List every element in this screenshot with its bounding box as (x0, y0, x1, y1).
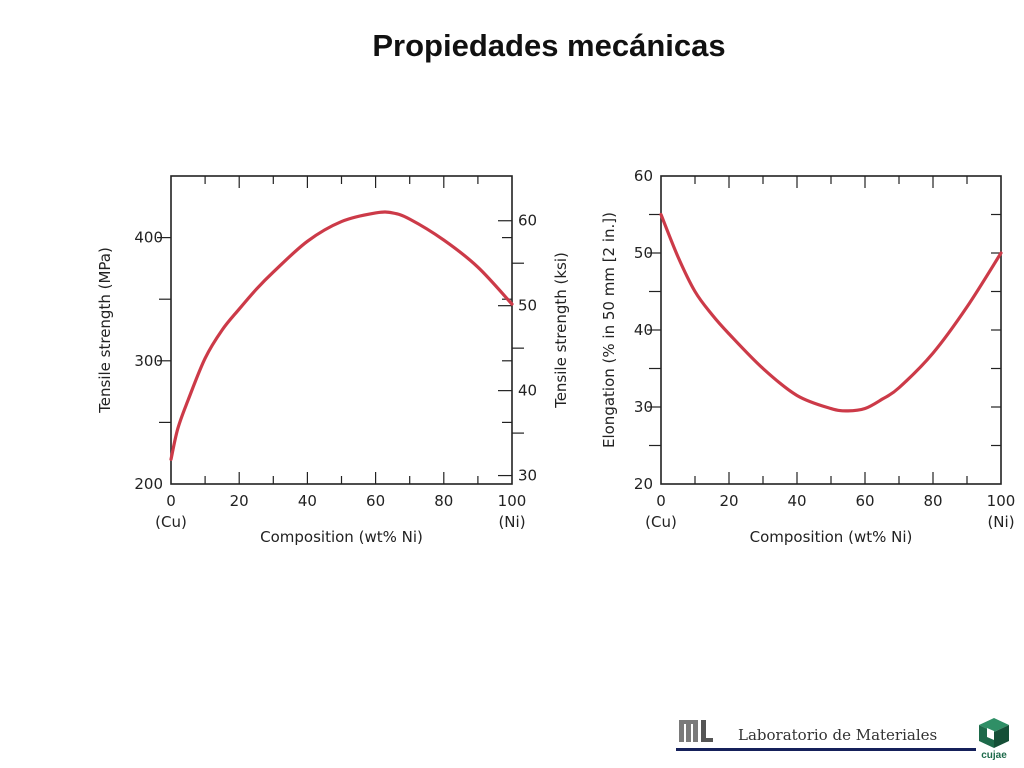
x-tick-label: 80 (923, 492, 942, 510)
x-axis-label: Composition (wt% Ni) (260, 528, 423, 546)
tensile-strength-chart: 0 20 40 60 80 100 (Cu) (Ni) Composition (wt% Ni)… (96, 175, 570, 546)
y-right-tick-label: 40 (518, 382, 537, 400)
x-tick-label: 80 (434, 492, 453, 510)
x-tick-label: 40 (298, 492, 317, 510)
y-tick-label: 400 (134, 229, 163, 247)
series-line (659, 212, 1003, 413)
footer-divider (676, 748, 976, 751)
x-tick-label: 40 (787, 492, 806, 510)
x-axis-label: Composition (wt% Ni) (750, 528, 913, 546)
lab-name-label: Laboratorio de Materiales (738, 726, 938, 744)
x-tick-label: 100 (987, 492, 1016, 510)
slide-title: Propiedades mecánicas (372, 28, 726, 63)
series-line (169, 210, 514, 461)
y-tick-label: 50 (634, 244, 653, 262)
y-axis-label: Tensile strength (MPa) (96, 247, 114, 414)
elongation-chart: 0 20 40 60 80 100(Cu) (Ni)Composition (wt% Ni)… (600, 167, 1015, 546)
y-axis-label: Elongation (% in 50 mm [2 in.]) (600, 212, 618, 448)
x-tick-label: 60 (366, 492, 385, 510)
x-end-label-left: (Cu) (645, 513, 677, 531)
x-tick-label: 20 (719, 492, 738, 510)
x-end-label-right: (Ni) (987, 513, 1014, 531)
x-end-label-left: (Cu) (155, 513, 187, 531)
y-tick-label: 300 (134, 352, 163, 370)
y-tick-label: 30 (634, 398, 653, 416)
y-right-tick-label: 30 (518, 467, 537, 485)
y-tick-label: 20 (634, 475, 653, 493)
y-tick-label: 60 (634, 167, 653, 185)
y-right-tick-label: 60 (518, 212, 537, 230)
x-tick-label: 0 (656, 492, 666, 510)
y-tick-label: 200 (134, 475, 163, 493)
x-tick-label: 20 (230, 492, 249, 510)
lab-logo-icon (676, 716, 716, 746)
y-tick-label: 40 (634, 321, 653, 339)
y-right-axis-label: Tensile strength (ksi) (552, 252, 570, 409)
university-label: cujae (981, 750, 1007, 761)
x-tick-label: 60 (855, 492, 874, 510)
x-tick-label: 100 (498, 492, 527, 510)
x-end-label-right: (Ni) (498, 513, 525, 531)
y-right-tick-label: 50 (518, 297, 537, 315)
x-tick-label: 0 (166, 492, 176, 510)
cujae-logo-icon (975, 716, 1013, 762)
